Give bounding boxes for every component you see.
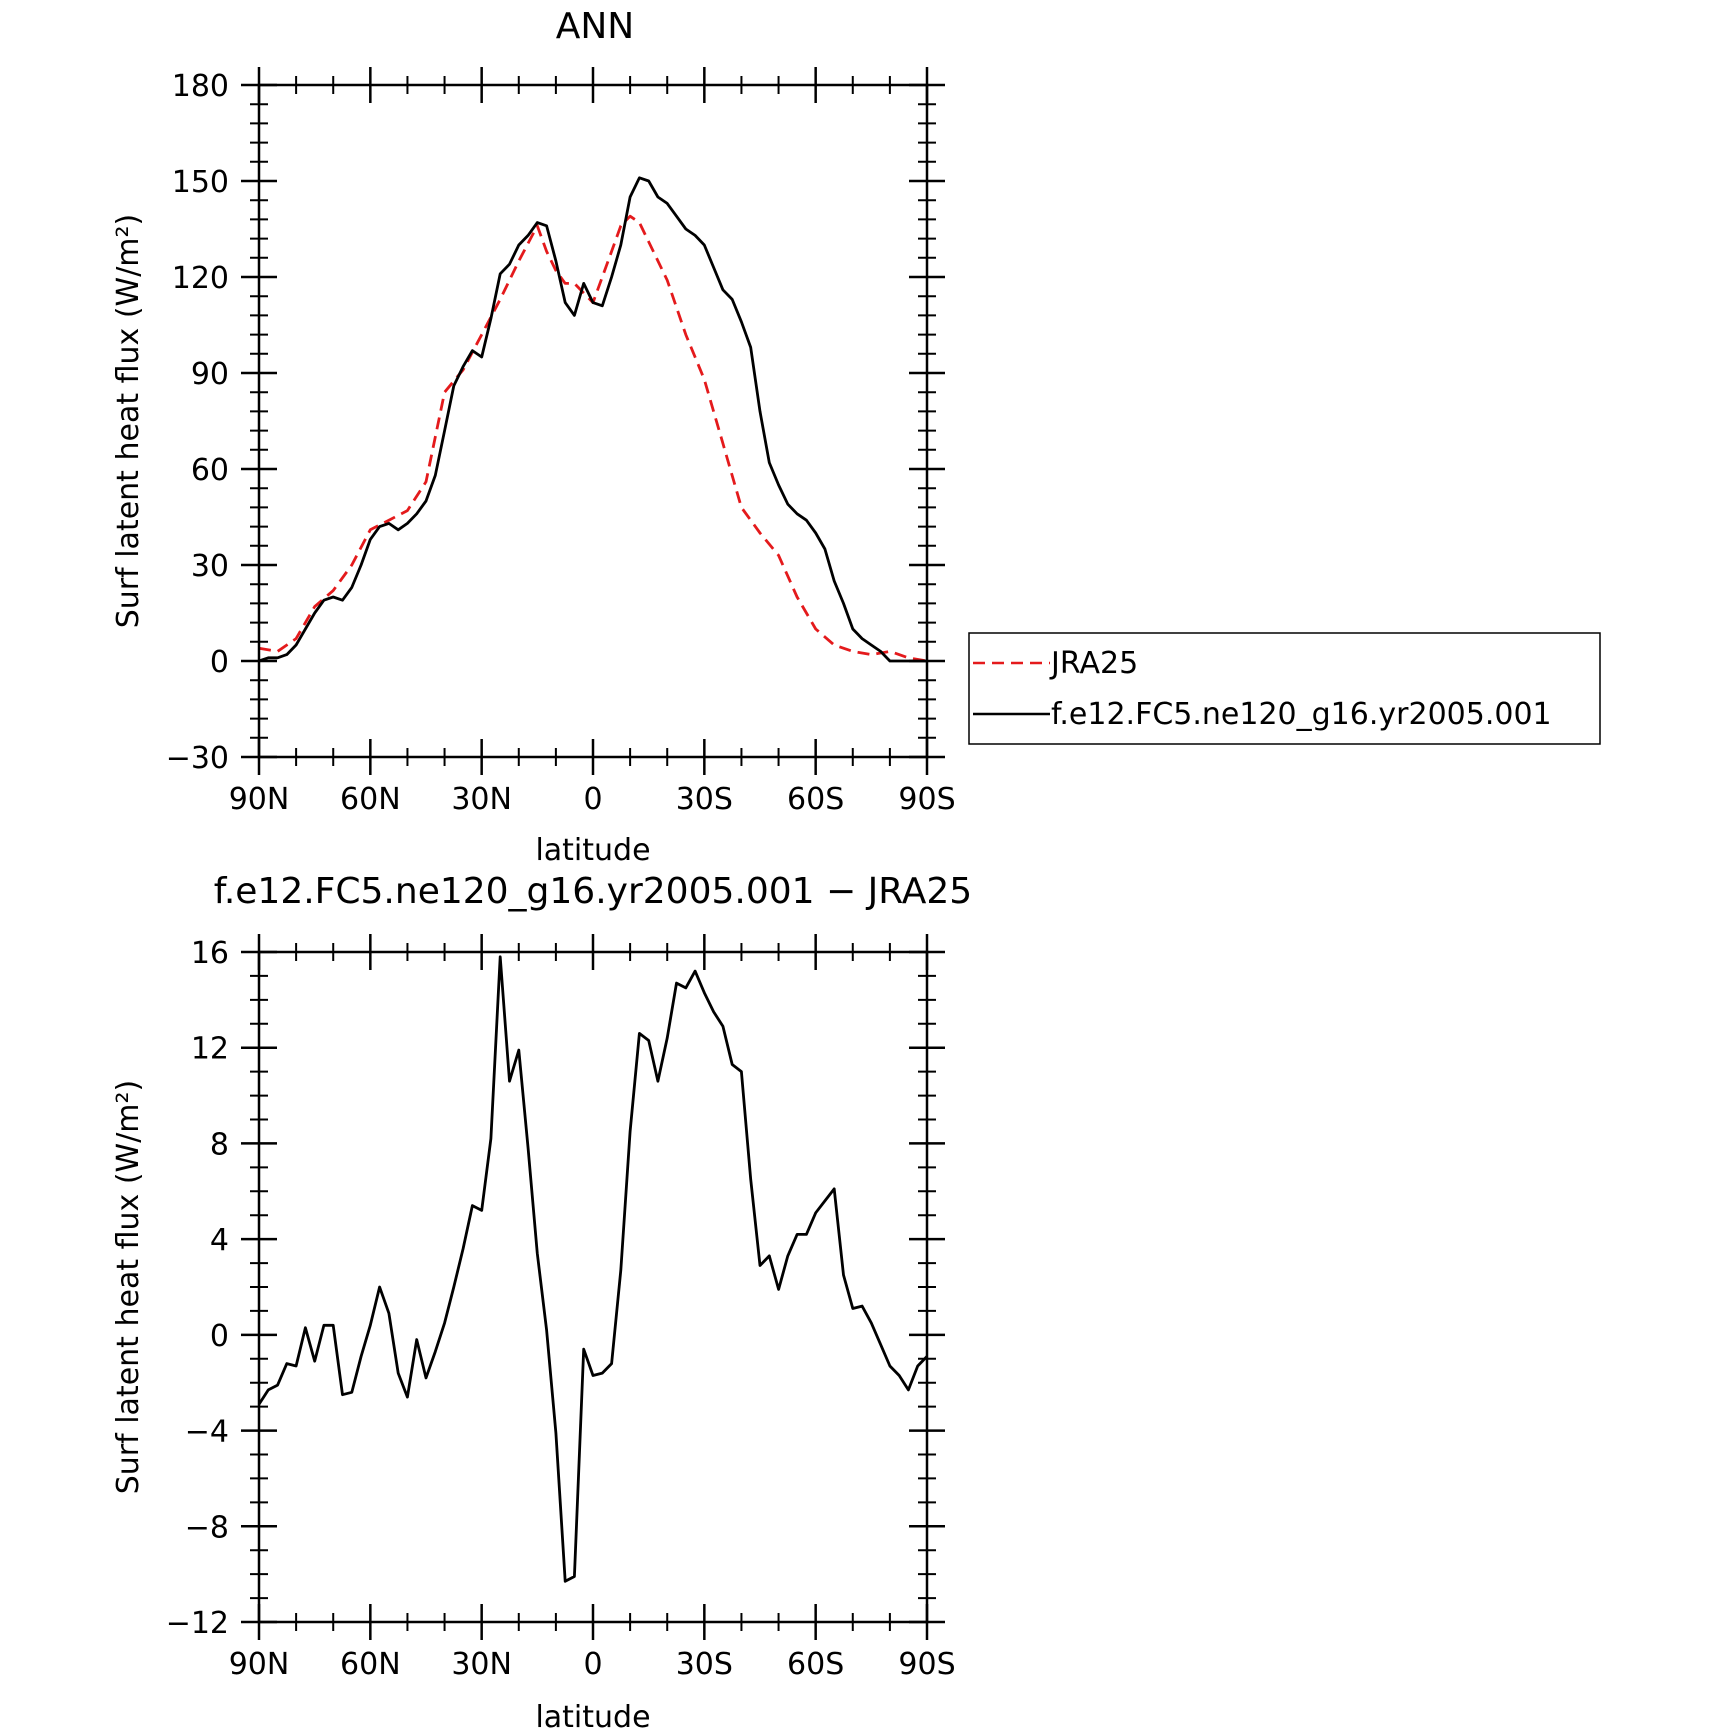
top-x-tick-label: 90N (229, 782, 290, 817)
top-y-axis-label: Surf latent heat flux (W/m²) (111, 214, 146, 629)
legend-label-jra25: JRA25 (1049, 646, 1138, 681)
top-series-lines (258, 176, 928, 663)
legend-label-model: f.e12.FC5.ne120_g16.yr2005.001 (1051, 697, 1552, 732)
bottom-plot-frame (257, 950, 929, 1624)
top-y-tick-label: −30 (166, 741, 229, 776)
top-ticks (241, 67, 945, 775)
bottom-y-tick-label: −12 (166, 1606, 229, 1641)
top-x-tick-label: 90S (898, 782, 955, 817)
bottom-ticks (241, 934, 945, 1640)
bottom-y-tick-label: 0 (210, 1319, 229, 1354)
top-title: ANN (556, 6, 635, 47)
bottom-y-tick-label: 12 (191, 1032, 229, 1067)
top-y-tick-label: 0 (210, 645, 229, 680)
legend: JRA25 f.e12.FC5.ne120_g16.yr2005.001 (968, 632, 1601, 745)
top-series-line-jra25 (258, 214, 928, 663)
bottom-series-line-difference (257, 955, 929, 1583)
bottom-x-tick-label: 30S (676, 1647, 733, 1682)
top-panel: ANN −30 0 30 60 90 120 150 180 90N 60N 30N 0 30S 60S 9… (111, 6, 956, 868)
top-x-axis-label: latitude (535, 833, 650, 868)
bottom-y-tick-label: 16 (191, 936, 229, 971)
bottom-panel: f.e12.FC5.ne120_g16.yr2005.001 − JRA25 −… (111, 871, 972, 1734)
top-x-tick-label: 60S (787, 782, 844, 817)
bottom-x-axis-label: latitude (535, 1700, 650, 1734)
top-y-tick-label: 30 (191, 549, 229, 584)
top-y-tick-label: 60 (191, 453, 229, 488)
bottom-x-tick-label: 90S (898, 1647, 955, 1682)
bottom-y-tick-label: 8 (210, 1127, 229, 1162)
bottom-x-tick-label: 60N (340, 1647, 401, 1682)
top-series-line-model (258, 176, 927, 663)
top-tick-labels: −30 0 30 60 90 120 150 180 90N 60N 30N 0 30S 60S 90S (166, 69, 956, 817)
bottom-x-tick-label: 60S (787, 1647, 844, 1682)
bottom-x-tick-label: 0 (583, 1647, 602, 1682)
top-x-tick-label: 30N (451, 782, 512, 817)
top-y-tick-label: 150 (172, 165, 229, 200)
legend-box (968, 632, 1601, 745)
bottom-x-tick-label: 30N (451, 1647, 512, 1682)
top-x-tick-label: 60N (340, 782, 401, 817)
top-y-tick-label: 120 (172, 261, 229, 296)
top-x-tick-label: 0 (583, 782, 602, 817)
bottom-y-tick-label: −4 (185, 1415, 229, 1450)
bottom-x-tick-label: 90N (229, 1647, 290, 1682)
top-y-tick-label: 180 (172, 69, 229, 104)
bottom-y-tick-label: −8 (185, 1510, 229, 1545)
bottom-y-axis-label: Surf latent heat flux (W/m²) (111, 1080, 146, 1495)
bottom-tick-labels: −12 −8 −4 0 4 8 12 16 90N 60N 30N 0 30S 60S 90S (166, 936, 956, 1682)
top-y-tick-label: 90 (191, 357, 229, 392)
bottom-series-lines (257, 955, 929, 1583)
bottom-y-tick-label: 4 (210, 1223, 229, 1258)
top-plot-frame (257, 83, 929, 759)
top-x-tick-label: 30S (676, 782, 733, 817)
bottom-title: f.e12.FC5.ne120_g16.yr2005.001 − JRA25 (214, 871, 972, 912)
